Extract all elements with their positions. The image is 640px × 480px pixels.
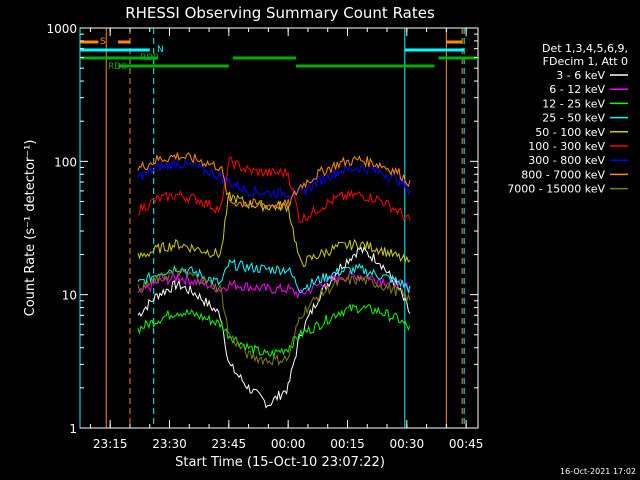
legend-label-2: 12 - 25 keV [542, 97, 605, 110]
x-axis-label: Start Time (15-Oct-10 23:07:22) [175, 455, 385, 470]
legend-label-8: 7000 - 15000 keV [507, 183, 605, 196]
flag-label-n: N [157, 45, 164, 55]
y-tick-label-3: 1000 [46, 22, 77, 36]
series-line-3 [137, 258, 411, 294]
legend-label-3: 25 - 50 keV [542, 112, 605, 125]
chart-title: RHESSI Observing Summary Count Rates [125, 4, 435, 22]
x-tick-label-1: 23:30 [152, 437, 187, 451]
x-tick-label-5: 00:30 [390, 437, 425, 451]
series-line-0 [137, 245, 411, 409]
legend-label-0: 3 - 6 keV [556, 69, 605, 82]
y-tick-label-1: 10 [62, 289, 77, 303]
series-line-4 [137, 191, 411, 268]
legend-label-1: 6 - 12 keV [549, 83, 605, 96]
y-tick-label-0: 1 [69, 422, 77, 436]
legend-label-5: 100 - 300 keV [528, 140, 605, 153]
x-tick-label-4: 00:15 [330, 437, 365, 451]
series-line-6 [137, 158, 411, 199]
x-tick-label-6: 00:45 [449, 437, 484, 451]
y-tick-label-2: 100 [54, 155, 77, 169]
x-tick-label-3: 00:00 [271, 437, 306, 451]
legend-header-line-1: Det 1,3,4,5,6,9, [542, 42, 628, 55]
legend-label-6: 300 - 800 keV [528, 154, 605, 167]
legend-label-7: 800 - 7000 keV [521, 168, 605, 181]
series-line-5 [137, 156, 411, 223]
series-line-7 [137, 152, 411, 211]
y-axis-label: Count Rate (s⁻¹ detector⁻¹) [23, 140, 38, 317]
flag-label-rd6: RD6 [108, 62, 127, 72]
legend-label-4: 50 - 100 keV [535, 126, 605, 139]
footer-date: 16-Oct-2021 17:02 [560, 467, 636, 476]
series-line-8 [137, 267, 411, 367]
legend-header-line-2: FDecim 1, Att 0 [543, 55, 628, 68]
x-tick-label-0: 23:15 [93, 437, 128, 451]
x-tick-label-2: 23:45 [212, 437, 247, 451]
flag-label-s: S [100, 37, 106, 47]
flag-label-rd0: RD0 [140, 53, 159, 63]
